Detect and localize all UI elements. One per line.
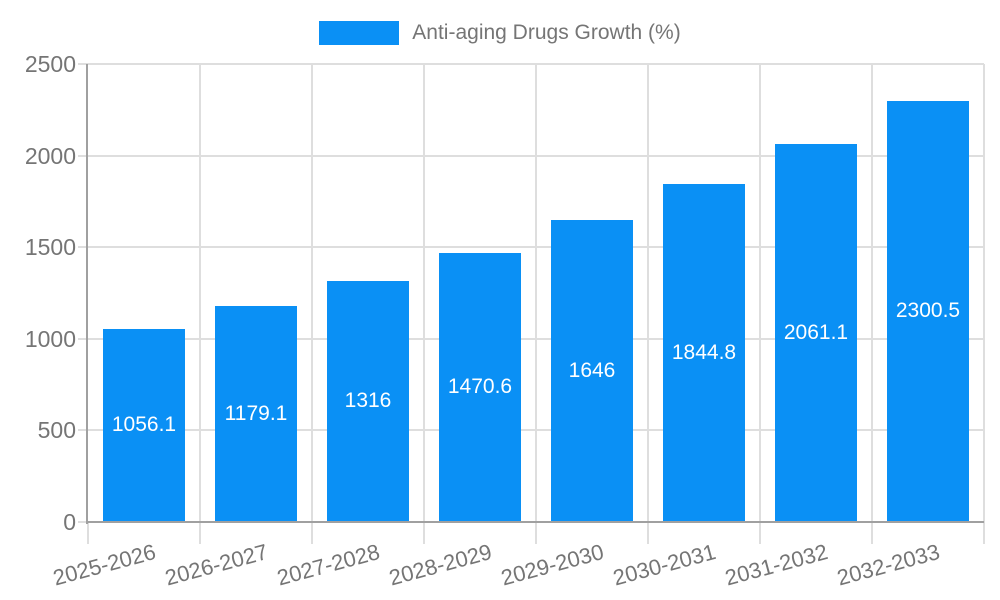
bar-value-label: 1056.1 [111,413,177,437]
y-axis-line [86,64,88,524]
y-axis-tick-label: 1000 [24,325,76,352]
bar[interactable] [551,220,633,522]
bar[interactable] [215,305,297,522]
bar[interactable] [663,184,745,522]
x-gridline [311,64,313,522]
x-axis-tick-label: 2025-2026 [50,539,159,591]
x-gridline [423,64,425,522]
bar[interactable] [103,328,185,522]
x-gridline [871,64,873,522]
x-tick [87,522,89,544]
y-tick [78,521,88,523]
bar-value-label: 1179.1 [224,401,288,425]
bar-value-label: 2300.5 [895,299,961,323]
x-tick [311,522,313,544]
bar-value-label: 1646 [568,359,616,383]
x-axis-tick-label: 2026-2027 [162,539,271,591]
x-gridline [983,64,985,522]
bar[interactable] [887,100,969,522]
y-tick [78,63,88,65]
bar-value-label: 1470.6 [447,375,513,399]
x-axis-tick-label: 2030-2031 [610,539,719,591]
y-axis-tick-label: 0 [63,509,76,535]
y-axis-tick-label: 2500 [24,51,76,77]
x-axis-line [86,521,984,523]
y-tick [78,154,88,157]
y-tick [78,429,88,432]
bar-value-label: 1844.8 [671,341,737,365]
x-tick [535,522,537,544]
x-axis-tick-label: 2027-2028 [274,539,383,591]
y-axis-tick-label: 500 [37,417,76,444]
bar[interactable] [327,280,409,522]
x-axis-tick-label: 2029-2030 [498,539,607,591]
bar-value-label: 2061.1 [783,321,849,345]
x-axis-tick-label: 2028-2029 [386,539,495,591]
x-tick [983,522,985,544]
y-axis-tick-label: 2000 [24,142,76,169]
x-gridline [759,64,761,522]
y-tick [78,246,88,249]
bar-value-label: 1316 [344,389,392,413]
x-tick [199,522,201,544]
legend-swatch [319,21,400,45]
x-gridline [647,64,649,522]
legend-label: Anti-aging Drugs Growth (%) [412,21,681,44]
x-gridline [199,64,201,522]
x-tick [871,522,873,544]
y-axis-tick-label: 1500 [24,234,76,261]
x-tick [759,522,761,544]
x-axis-tick-label: 2032-2033 [834,539,943,591]
x-gridline [535,64,537,522]
x-tick [647,522,649,544]
y-tick [78,337,88,340]
bar[interactable] [775,144,857,522]
legend-item[interactable]: Anti-aging Drugs Growth (%) [0,21,1000,45]
bar[interactable] [439,252,521,522]
x-tick [423,522,425,544]
x-axis-tick-label: 2031-2032 [722,539,831,591]
